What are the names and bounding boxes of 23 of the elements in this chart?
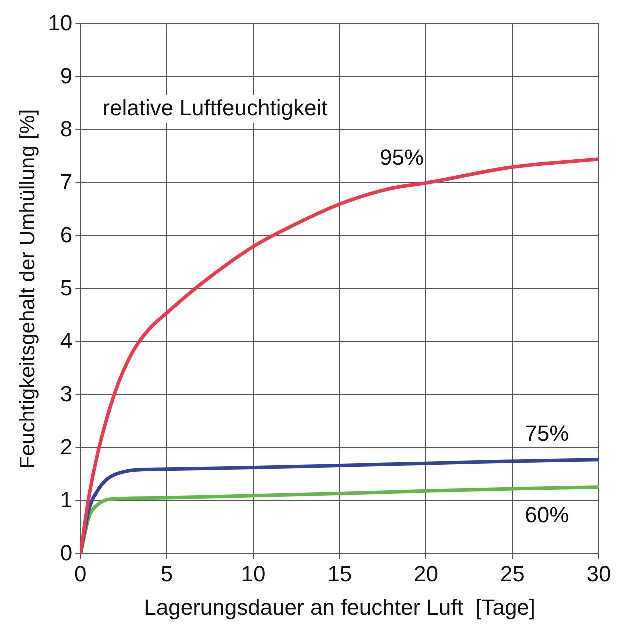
x-tick-label: 30 bbox=[586, 561, 612, 586]
x-tick-label: 20 bbox=[414, 561, 438, 586]
y-tick-label: 10 bbox=[48, 10, 73, 36]
y-tick-label: 4 bbox=[60, 328, 73, 354]
x-tick-label: 25 bbox=[500, 561, 525, 586]
series-label: 60% bbox=[525, 502, 570, 528]
series-label: 95% bbox=[380, 144, 424, 170]
y-tick-label: 0 bbox=[60, 540, 73, 566]
y-tick-label: 5 bbox=[60, 275, 73, 300]
y-tick-label: 1 bbox=[60, 487, 73, 512]
y-tick-label: 9 bbox=[60, 63, 73, 88]
x-axis-title: Lagerungsdauer an feuchter Luft [Tage] bbox=[144, 594, 536, 620]
y-tick-label: 8 bbox=[60, 116, 73, 142]
y-tick-label: 3 bbox=[60, 381, 73, 406]
x-tick-label: 10 bbox=[241, 561, 266, 586]
series-label: 75% bbox=[525, 420, 570, 446]
x-tick-label: 5 bbox=[160, 561, 174, 586]
y-tick-label: 7 bbox=[60, 169, 73, 194]
annotation: relative Luftfeuchtigkeit bbox=[102, 95, 328, 120]
y-tick-label: 2 bbox=[60, 434, 73, 460]
y-tick-label: 6 bbox=[60, 222, 73, 248]
y-axis-title: Feuchtigkeitsgehalt der Umhüllung [%] bbox=[16, 109, 40, 469]
x-tick-label: 15 bbox=[328, 561, 352, 586]
